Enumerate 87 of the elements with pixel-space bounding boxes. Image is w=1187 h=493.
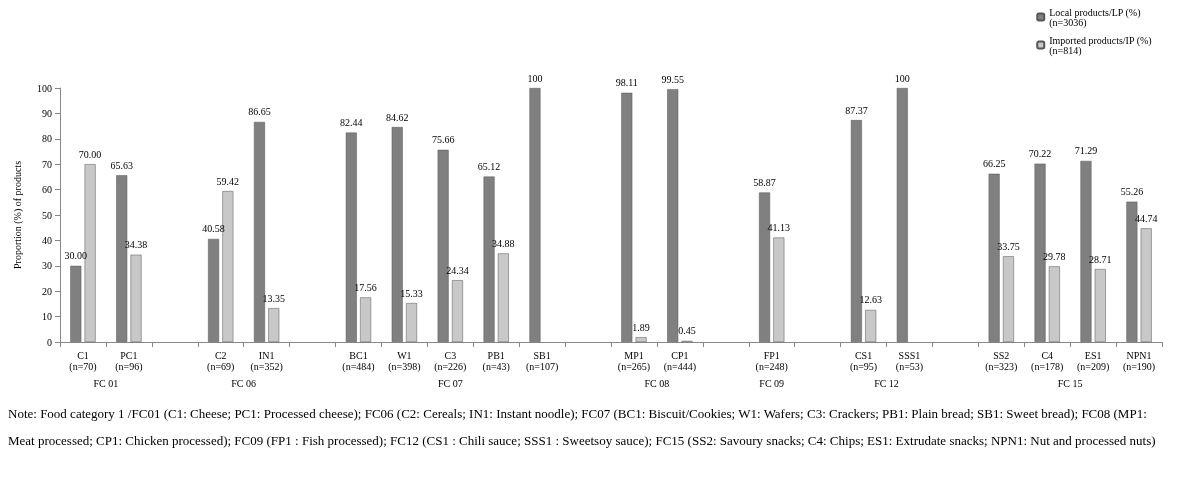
y-tick-label: 60 bbox=[42, 184, 52, 196]
data-label: 12.63 bbox=[859, 294, 882, 306]
text: FC 12 bbox=[874, 377, 899, 389]
text: FC 06 bbox=[231, 377, 257, 389]
x-tick-label: ES1 (n=209) bbox=[1076, 350, 1110, 373]
text: FC 01 bbox=[93, 377, 119, 389]
x-tick-label: C1 (n=70) bbox=[69, 350, 97, 373]
y-tick-label: 70 bbox=[42, 158, 52, 170]
data-label: 29.78 bbox=[1043, 250, 1066, 262]
data-label: 59.42 bbox=[216, 175, 240, 187]
x-tick-label: SS2 (n=323) bbox=[985, 350, 1018, 373]
y-tick-label: 10 bbox=[42, 311, 52, 323]
data-label: 17.56 bbox=[354, 281, 377, 293]
x-tick-label: C2 (n=69) bbox=[207, 350, 235, 373]
y-axis-title: Proportion (%) of products bbox=[11, 160, 24, 270]
data-label: 1.89 bbox=[632, 321, 650, 333]
y-tick-label: 100 bbox=[37, 82, 52, 94]
legend-label: Local products/LP (%) (n=3036) bbox=[1049, 6, 1141, 29]
data-label: 84.62 bbox=[385, 111, 409, 123]
y-tick-label: 20 bbox=[42, 285, 52, 297]
bar bbox=[635, 337, 647, 342]
data-label: 100 bbox=[527, 72, 543, 84]
data-label: 71.29 bbox=[1074, 145, 1098, 157]
x-tick-label: SSS1 (n=53) bbox=[895, 350, 924, 373]
y-tick-label: 90 bbox=[42, 107, 52, 119]
x-tick-label: CP1 (n=444) bbox=[663, 350, 697, 373]
bar bbox=[1140, 228, 1152, 342]
bar bbox=[406, 303, 418, 342]
data-label: 13.35 bbox=[262, 292, 286, 304]
text: Note: Food category 1 /FC01 (C1: Cheese; PC1: Processed cheese); FC06 (C2: Cereals; IN1: Instant noodle); FC07 (BC1: Biscuit/Cookies; W1: Wafers; C3: Crackers; PB1: Plain bread; SB1: Sweet bread); FC08 (MP1: Meat processed; CP1: Chicken processed); FC09 (FP1 : Fish processed); FC12 (CS1 : Chili sauce; SSS1 : Sweetsoy sauce); FC15 (SS2: Savoury snacks; C4: Chips; ES1: Extrudate snacks; NPN1: Nut and processed nuts) bbox=[8, 405, 1157, 450]
text: FC 15 bbox=[1057, 377, 1083, 389]
legend-label: Imported products/IP (%) (n=814) bbox=[1049, 34, 1152, 57]
data-label: 65.63 bbox=[110, 159, 133, 171]
data-label: 86.65 bbox=[248, 106, 271, 118]
x-tick-label: PB1 (n=43) bbox=[482, 350, 510, 373]
x-tick-label: NPN1 (n=190) bbox=[1122, 350, 1156, 373]
x-tick-label: SB1 (n=107) bbox=[525, 350, 559, 373]
data-label: 24.34 bbox=[446, 264, 469, 276]
y-tick-label: 40 bbox=[42, 234, 52, 246]
bar bbox=[865, 309, 877, 342]
data-label: 65.12 bbox=[477, 161, 501, 173]
data-label: 15.33 bbox=[400, 287, 423, 299]
bar bbox=[130, 254, 142, 342]
data-label: 41.13 bbox=[767, 222, 791, 234]
y-tick-label: 30 bbox=[42, 260, 52, 272]
data-label: 34.88 bbox=[492, 237, 515, 249]
data-label: 44.74 bbox=[1134, 212, 1158, 224]
data-label: 99.55 bbox=[661, 73, 684, 85]
x-tick-label: MP1 (n=265) bbox=[617, 350, 651, 373]
x-tick-label: C3 (n=226) bbox=[434, 350, 467, 373]
bar bbox=[773, 237, 785, 342]
text: FC 08 bbox=[644, 377, 670, 389]
data-label: 98.11 bbox=[615, 77, 638, 89]
y-tick-label: 50 bbox=[42, 209, 52, 221]
bar bbox=[268, 308, 280, 342]
data-label: 100 bbox=[894, 72, 910, 84]
x-tick-label: W1 (n=398) bbox=[388, 350, 421, 373]
data-label: 70.22 bbox=[1028, 148, 1052, 160]
x-tick-label: CS1 (n=95) bbox=[849, 350, 878, 373]
y-tick-label: 80 bbox=[42, 133, 52, 145]
x-tick-label: PC1 (n=96) bbox=[115, 350, 143, 373]
data-label: 70.00 bbox=[78, 148, 102, 160]
data-label: 55.26 bbox=[1120, 186, 1144, 198]
data-label: 28.71 bbox=[1089, 253, 1112, 265]
y-tick-label: 0 bbox=[47, 336, 52, 348]
data-label: 82.44 bbox=[340, 117, 363, 129]
data-label: 58.87 bbox=[753, 176, 776, 188]
data-label: 75.66 bbox=[431, 134, 455, 146]
bar bbox=[360, 297, 372, 342]
data-label: 30.00 bbox=[64, 250, 88, 262]
data-label: 87.37 bbox=[845, 104, 868, 116]
text: FC 07 bbox=[437, 377, 463, 389]
x-tick-label: C4 (n=178) bbox=[1031, 350, 1064, 373]
text: FC 09 bbox=[759, 377, 785, 389]
data-label: 33.75 bbox=[997, 240, 1020, 252]
x-tick-label: IN1 (n=352) bbox=[250, 350, 283, 373]
data-label: 66.25 bbox=[982, 158, 1006, 170]
bar bbox=[1002, 256, 1014, 342]
data-label: 40.58 bbox=[202, 223, 225, 235]
x-tick-label: BC1 (n=484) bbox=[342, 350, 375, 373]
x-tick-label: FP1 (n=248) bbox=[755, 350, 788, 373]
bar bbox=[1048, 266, 1060, 342]
data-label: 34.38 bbox=[124, 239, 148, 251]
bar bbox=[451, 280, 463, 342]
bar bbox=[497, 253, 509, 342]
bar bbox=[1094, 269, 1106, 342]
data-label: 0.45 bbox=[678, 325, 696, 337]
